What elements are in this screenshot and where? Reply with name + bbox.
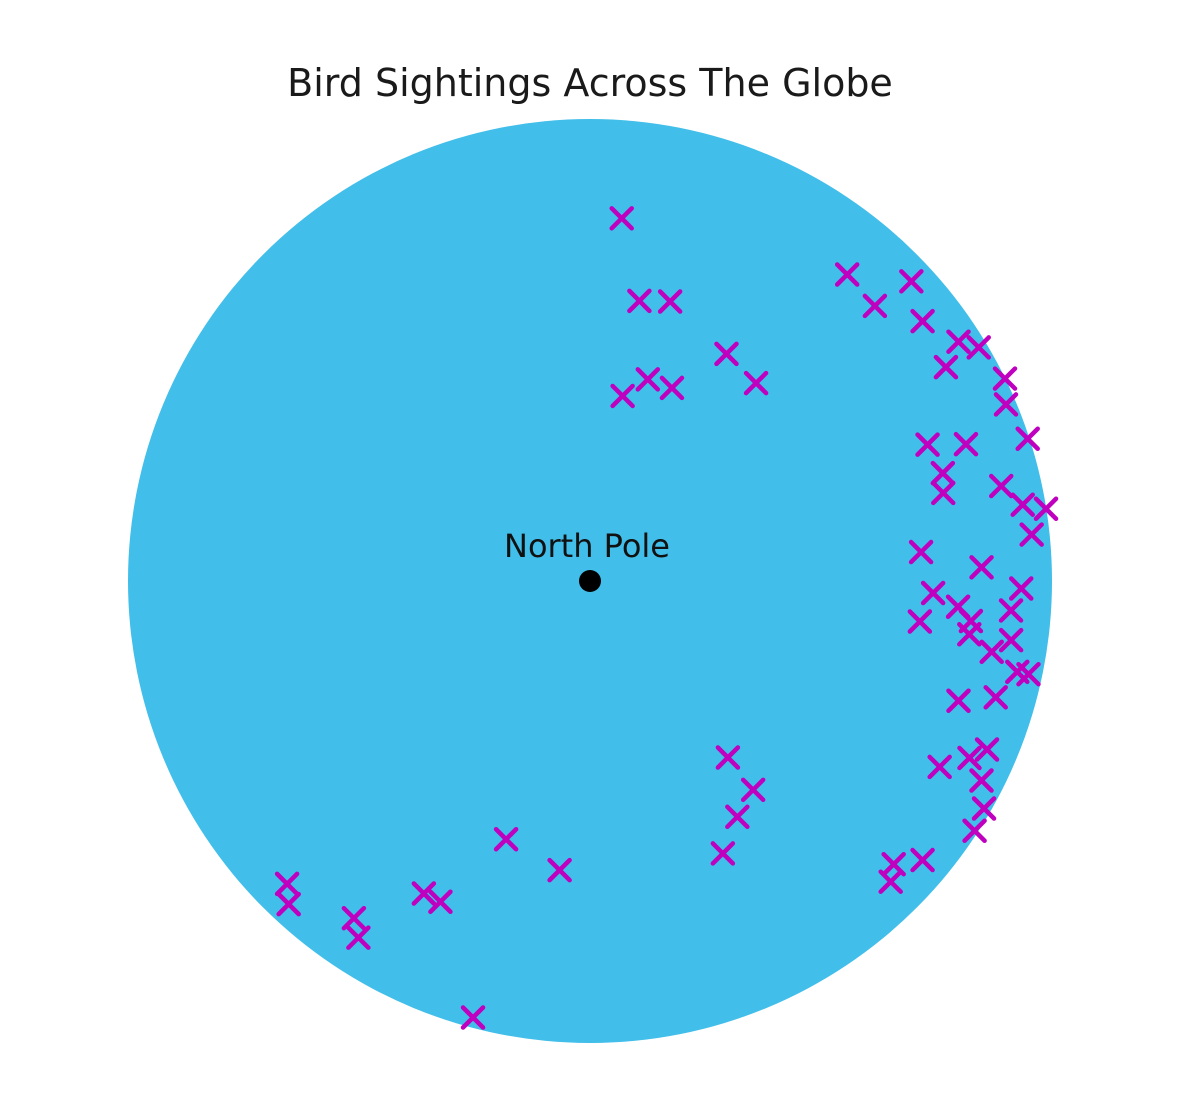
sighting-marker: [992, 366, 1018, 391]
sighting-marker: [974, 737, 1000, 762]
sighting-marker: [635, 367, 661, 392]
sighting-marker: [946, 329, 971, 354]
sighting-marker: [1033, 496, 1059, 522]
sighting-marker: [969, 555, 994, 580]
sighting-marker: [1015, 426, 1040, 452]
sighting-marker: [988, 473, 1014, 499]
sighting-marker: [1008, 576, 1034, 601]
sighting-marker: [907, 609, 933, 634]
sighting-marker: [910, 308, 935, 334]
sighting-marker: [274, 871, 300, 897]
sighting-marker: [657, 289, 683, 314]
sighting-marker: [930, 480, 956, 506]
sighting-marker: [493, 827, 519, 852]
sighting-marker: [627, 288, 652, 314]
sighting-marker: [969, 768, 994, 793]
sighting-marker: [962, 818, 987, 843]
north-pole-label: North Pole: [504, 527, 670, 565]
sighting-marker: [1010, 492, 1035, 517]
sighting-marker: [930, 460, 956, 486]
sighting-marker: [927, 754, 952, 780]
north-pole-marker: [579, 570, 601, 592]
sighting-marker: [428, 889, 453, 915]
sighting-marker: [993, 392, 1019, 417]
sighting-marker: [983, 685, 1008, 710]
sighting-marker: [411, 881, 437, 906]
sighting-marker: [953, 431, 979, 457]
sighting-marker: [998, 598, 1024, 623]
sighting-marker: [1019, 522, 1044, 547]
sightings-layer: [274, 206, 1059, 1030]
sighting-marker: [908, 539, 934, 565]
sighting-marker: [460, 1005, 486, 1030]
sighting-marker: [710, 841, 736, 866]
sighting-marker: [346, 925, 371, 950]
sighting-marker: [920, 580, 946, 606]
sighting-marker: [966, 335, 991, 360]
sighting-marker: [862, 293, 888, 319]
sighting-marker: [276, 891, 301, 917]
sighting-marker: [725, 804, 750, 830]
sighting-marker: [910, 847, 935, 873]
sighting-marker: [881, 851, 906, 877]
sighting-marker: [1005, 659, 1030, 685]
chart-title: Bird Sightings Across The Globe: [287, 61, 893, 105]
sighting-marker: [714, 341, 739, 367]
sighting-marker: [946, 688, 971, 713]
sighting-marker: [979, 639, 1004, 665]
sighting-marker: [341, 905, 367, 931]
sighting-marker: [715, 745, 741, 770]
sighting-marker: [899, 269, 924, 294]
sighting-marker: [740, 777, 766, 803]
sighting-marker: [933, 354, 959, 380]
sighting-marker: [610, 383, 635, 409]
sighting-marker: [915, 432, 940, 457]
sighting-marker: [957, 622, 982, 647]
sighting-marker: [971, 796, 997, 821]
sighting-marker: [609, 206, 634, 231]
sighting-marker: [743, 370, 769, 396]
sighting-marker: [659, 375, 685, 401]
sighting-marker: [957, 745, 982, 771]
sighting-marker: [998, 627, 1024, 653]
sighting-marker: [834, 262, 860, 287]
sighting-marker: [547, 857, 572, 883]
